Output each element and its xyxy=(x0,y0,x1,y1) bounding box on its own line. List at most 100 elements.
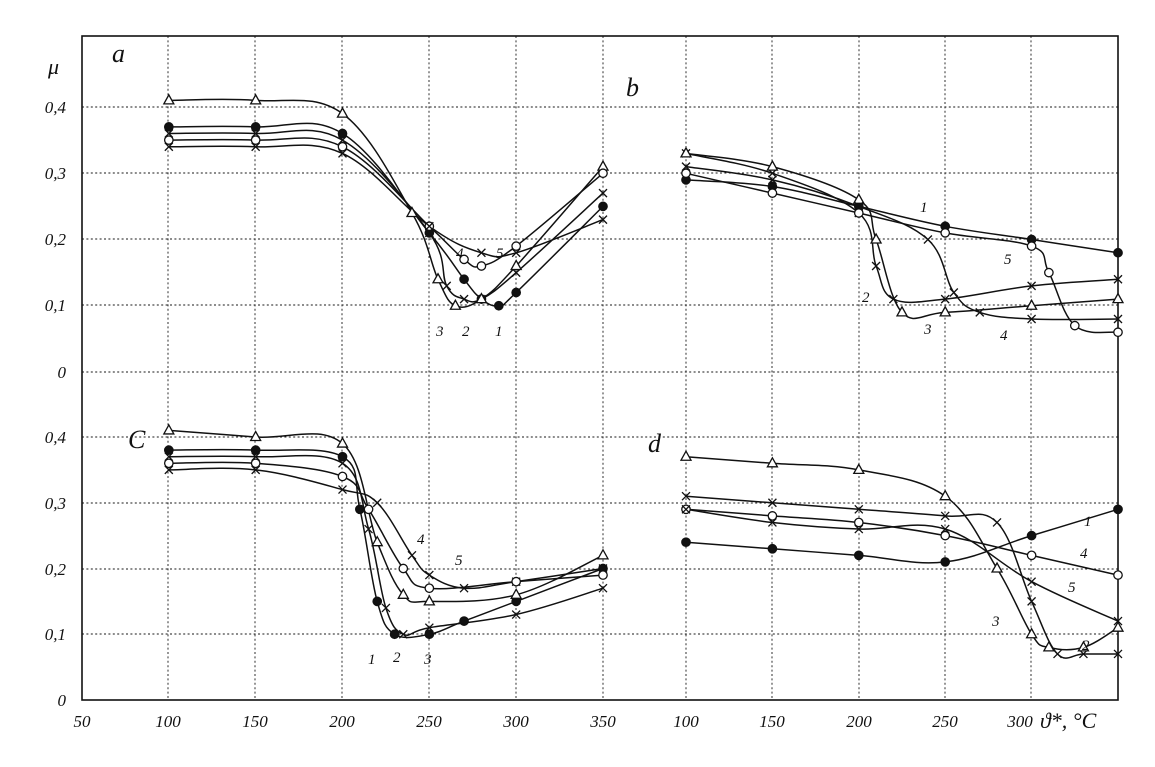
curve-number-label: 3 xyxy=(991,614,1000,630)
y-tick-labels: 0 0 0,1 0,1 0,2 0,2 0,3 0,3 0,4 0,4 xyxy=(45,98,67,710)
data-point-b-3 xyxy=(679,146,693,158)
data-point-c-5 xyxy=(598,570,608,580)
data-point-c-2 xyxy=(398,629,408,639)
curve-number-label: 3 xyxy=(423,652,432,668)
curve-number-label: 1 xyxy=(368,652,376,668)
curve-number-label: 3 xyxy=(435,324,444,340)
data-point-b-5 xyxy=(1044,267,1054,278)
curve-number-label: 4 xyxy=(1080,546,1088,562)
y-tick-label: 0,3 xyxy=(45,164,66,183)
data-point-d-5 xyxy=(854,524,864,534)
data-point-c-5 xyxy=(511,576,522,587)
series-curve-a-3 xyxy=(168,98,604,308)
data-point-d-2 xyxy=(854,504,864,514)
data-point-c-3 xyxy=(371,535,384,547)
data-point-d-3 xyxy=(1111,620,1125,632)
curve-number-label: 5 xyxy=(1004,252,1012,268)
curve-annotations: 1 2 3 4 5 1 2 3 4 5 1 2 3 4 5 1 2 3 4 5 xyxy=(368,200,1092,668)
y-tick-label: 0,4 xyxy=(45,98,67,117)
x-tick-label: 300 xyxy=(1006,712,1033,731)
curve-number-label: 2 xyxy=(862,290,870,306)
data-point-b-5 xyxy=(940,228,951,238)
series-curve-a-4 xyxy=(168,137,604,268)
data-point-c-1 xyxy=(250,445,261,455)
x-tick-label: 250 xyxy=(416,712,442,731)
data-point-a-3 xyxy=(431,272,445,284)
data-point-d-2 xyxy=(1053,649,1062,659)
data-point-b-3 xyxy=(895,305,909,317)
data-point-b-3 xyxy=(939,305,952,317)
data-point-c-2 xyxy=(338,458,347,468)
data-point-d-1 xyxy=(1026,530,1037,541)
data-point-c-2 xyxy=(381,603,391,613)
data-point-b-5 xyxy=(1113,327,1123,338)
data-point-d-1 xyxy=(1113,504,1123,515)
data-point-c-1 xyxy=(355,504,365,515)
data-point-b-3 xyxy=(852,192,865,204)
data-point-b-5 xyxy=(853,208,864,218)
series-curve-d-3 xyxy=(685,455,1119,651)
data-point-c-5 xyxy=(424,583,435,594)
x-tick-label: 250 xyxy=(932,712,958,731)
data-point-d-3 xyxy=(1042,640,1055,652)
x-tick-label: 200 xyxy=(846,712,872,731)
curve-number-label: 5 xyxy=(455,553,463,569)
data-point-a-3 xyxy=(405,206,419,218)
data-point-d-5 xyxy=(1027,577,1037,587)
x-tick-label: 100 xyxy=(673,712,699,731)
data-point-a-2 xyxy=(598,188,608,198)
data-point-c-4 xyxy=(407,550,417,560)
data-point-b-5 xyxy=(681,168,691,179)
data-point-c-2 xyxy=(511,610,521,619)
data-point-d-1 xyxy=(767,543,778,554)
series-curve-a-1 xyxy=(168,122,604,307)
data-point-b-3 xyxy=(1025,298,1038,310)
data-point-c-3 xyxy=(510,587,523,599)
data-point-b-3 xyxy=(766,159,779,171)
panel-labels: a b C d xyxy=(112,39,662,458)
data-point-d-1 xyxy=(940,557,951,567)
data-point-a-4 xyxy=(598,168,608,179)
data-point-d-3 xyxy=(852,463,865,475)
data-point-b-5 xyxy=(1026,241,1037,251)
x-tick-label: 150 xyxy=(759,712,785,731)
data-point-d-1 xyxy=(853,550,864,561)
data-point-b-2 xyxy=(940,294,950,304)
y-tick-label: 0,1 xyxy=(45,625,66,644)
x-tick-label: 50 xyxy=(74,712,92,731)
panel-label-b: b xyxy=(626,73,639,102)
curve-number-label: 1 xyxy=(495,324,503,340)
data-point-c-2 xyxy=(424,623,434,633)
data-point-a-1 xyxy=(511,287,522,298)
data-point-d-3 xyxy=(990,561,1004,573)
data-point-b-2 xyxy=(871,261,881,271)
data-point-a-5 xyxy=(511,248,521,258)
data-point-b-4 xyxy=(923,235,933,244)
data-point-b-4 xyxy=(1113,314,1123,324)
data-point-b-2 xyxy=(1027,281,1037,291)
curve-number-label: 1 xyxy=(1084,514,1092,530)
series-curve-d-1 xyxy=(685,508,1119,564)
x-tick-label: 200 xyxy=(329,712,355,731)
data-point-d-3 xyxy=(939,489,952,501)
y-tick-label: 0,3 xyxy=(45,494,66,513)
data-point-c-1 xyxy=(424,629,435,640)
data-point-d-3 xyxy=(679,449,693,461)
x-tick-label: 100 xyxy=(155,712,181,731)
data-point-a-1 xyxy=(598,201,608,212)
data-point-c-4 xyxy=(338,485,347,495)
data-point-b-5 xyxy=(1069,320,1080,331)
data-point-b-3 xyxy=(869,232,883,244)
data-point-a-4 xyxy=(476,261,487,271)
y-tick-label: 0 xyxy=(58,691,67,710)
data-point-a-2 xyxy=(459,294,469,304)
y-tick-label: 0,2 xyxy=(45,560,67,579)
data-point-c-4 xyxy=(424,570,434,580)
series-curve-c-2 xyxy=(168,454,604,636)
data-point-c-2 xyxy=(364,524,374,534)
curve-number-label: 2 xyxy=(1082,638,1090,654)
curve-number-label: 4 xyxy=(456,246,464,262)
panel-label-a: a xyxy=(112,39,125,68)
data-point-a-3 xyxy=(510,259,523,271)
